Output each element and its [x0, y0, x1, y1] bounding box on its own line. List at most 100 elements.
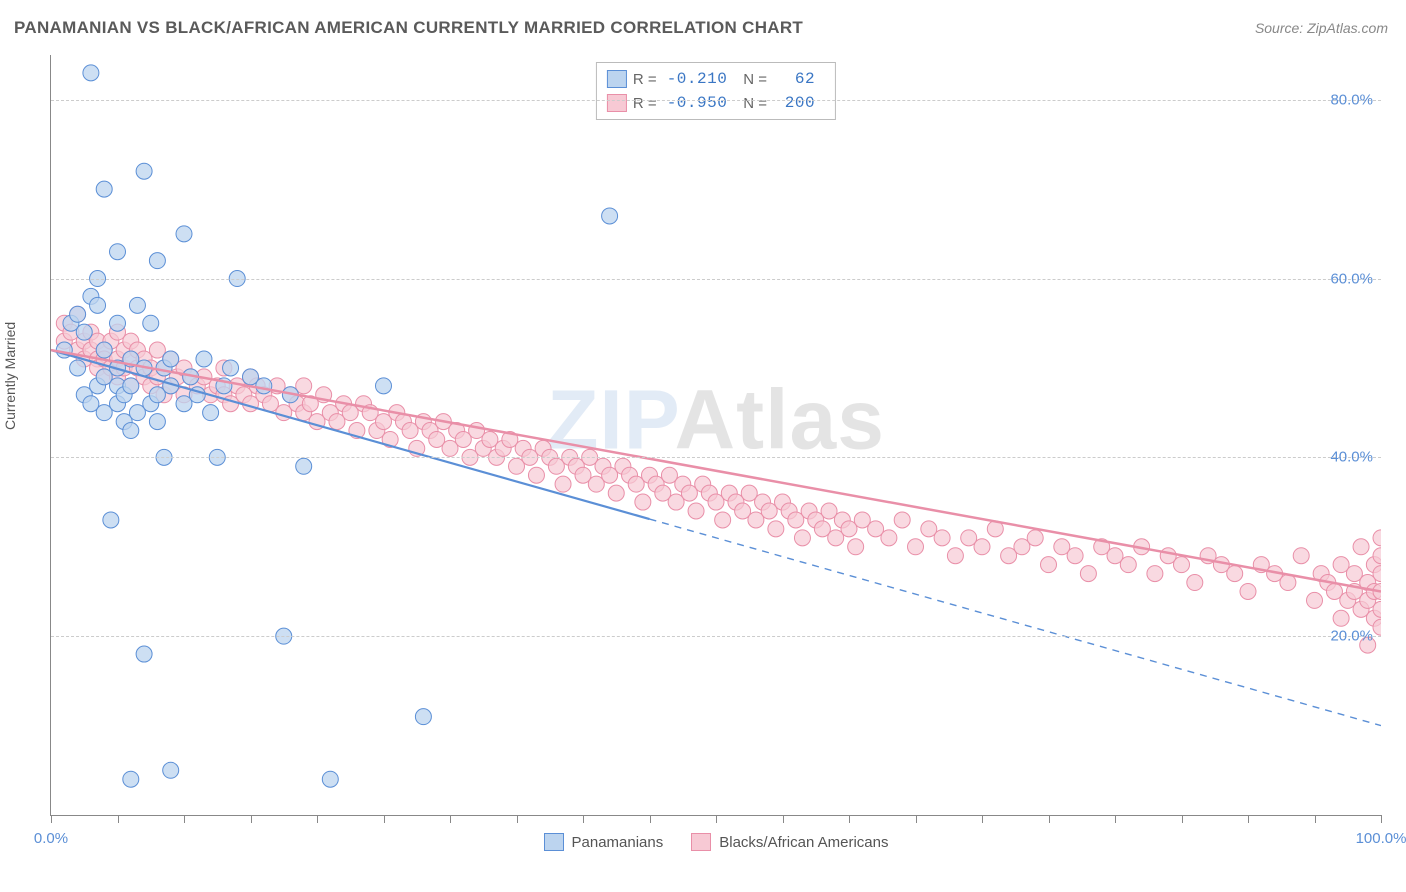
data-point — [1120, 557, 1136, 573]
data-point — [568, 458, 584, 474]
data-point — [123, 351, 139, 367]
data-point — [389, 405, 405, 421]
r-value: -0.210 — [663, 70, 738, 88]
data-point — [196, 369, 212, 385]
x-tick — [583, 815, 584, 823]
data-point — [1213, 557, 1229, 573]
x-tick — [450, 815, 451, 823]
n-label: N = — [743, 71, 767, 88]
data-point — [96, 342, 112, 358]
data-point — [243, 369, 259, 385]
data-point — [794, 530, 810, 546]
data-point — [262, 396, 278, 412]
data-point — [163, 378, 179, 394]
data-point — [675, 476, 691, 492]
x-tick — [849, 815, 850, 823]
y-tick-label: 20.0% — [1330, 628, 1373, 645]
data-point — [548, 458, 564, 474]
series-legend-label: Blacks/African Americans — [719, 834, 888, 851]
data-point — [110, 244, 126, 260]
data-point — [176, 387, 192, 403]
data-point — [349, 423, 365, 439]
x-tick-label: 100.0% — [1356, 830, 1406, 847]
data-point — [1134, 539, 1150, 555]
data-point — [203, 405, 219, 421]
data-point — [788, 512, 804, 528]
data-point — [1227, 566, 1243, 582]
data-point — [229, 378, 245, 394]
data-point — [243, 369, 259, 385]
data-point — [701, 485, 717, 501]
data-point — [834, 512, 850, 528]
gridline-horizontal — [51, 457, 1381, 458]
data-point — [129, 405, 145, 421]
data-point — [282, 387, 298, 403]
data-point — [90, 360, 106, 376]
legend-swatch — [544, 833, 564, 851]
data-point — [588, 476, 604, 492]
watermark-atlas: Atlas — [675, 372, 885, 466]
data-point — [908, 539, 924, 555]
data-point — [236, 387, 252, 403]
data-point — [376, 414, 392, 430]
data-point — [183, 369, 199, 385]
data-point — [136, 163, 152, 179]
data-point — [129, 360, 145, 376]
data-point — [83, 288, 99, 304]
data-point — [755, 494, 771, 510]
data-point — [1160, 548, 1176, 564]
y-tick-label: 40.0% — [1330, 449, 1373, 466]
legend-swatch — [691, 833, 711, 851]
data-point — [103, 512, 119, 528]
data-point — [83, 342, 99, 358]
data-point — [129, 342, 145, 358]
legend-swatch — [607, 70, 627, 88]
x-tick — [251, 815, 252, 823]
data-point — [149, 253, 165, 269]
data-point — [1353, 539, 1369, 555]
data-point — [143, 315, 159, 331]
data-point — [96, 369, 112, 385]
data-point — [1080, 566, 1096, 582]
x-tick — [982, 815, 983, 823]
data-point — [83, 396, 99, 412]
data-point — [595, 458, 611, 474]
data-point — [1373, 619, 1381, 635]
x-tick — [783, 815, 784, 823]
data-point — [342, 405, 358, 421]
n-value: 200 — [773, 94, 825, 112]
data-point — [622, 467, 638, 483]
data-point — [761, 503, 777, 519]
data-point — [289, 396, 305, 412]
data-point — [961, 530, 977, 546]
data-point — [868, 521, 884, 537]
data-point — [661, 467, 677, 483]
data-point — [96, 369, 112, 385]
data-point — [129, 297, 145, 313]
data-point — [1187, 575, 1203, 591]
data-point — [296, 405, 312, 421]
data-point — [1094, 539, 1110, 555]
data-point — [216, 378, 232, 394]
data-point — [110, 378, 126, 394]
data-point — [814, 521, 830, 537]
data-point — [90, 378, 106, 394]
data-point — [1001, 548, 1017, 564]
y-tick-label: 60.0% — [1330, 270, 1373, 287]
data-point — [821, 503, 837, 519]
data-point — [735, 503, 751, 519]
data-point — [110, 324, 126, 340]
x-tick — [650, 815, 651, 823]
data-point — [635, 494, 651, 510]
x-tick — [51, 815, 52, 823]
data-point — [628, 476, 644, 492]
data-point — [269, 378, 285, 394]
data-point — [1200, 548, 1216, 564]
chart-title: PANAMANIAN VS BLACK/AFRICAN AMERICAN CUR… — [14, 18, 803, 38]
data-point — [189, 387, 205, 403]
data-point — [96, 405, 112, 421]
watermark: ZIPAtlas — [547, 371, 885, 468]
x-tick — [118, 815, 119, 823]
data-point — [475, 440, 491, 456]
data-point — [63, 315, 79, 331]
